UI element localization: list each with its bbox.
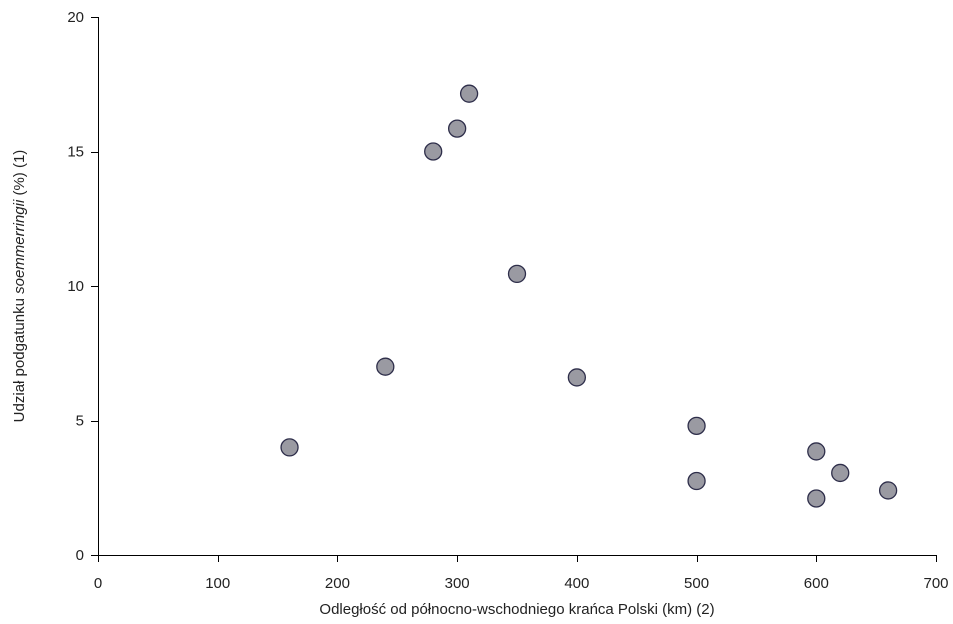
x-axis-ticks: 0 100 200 300 400 500 600 700	[94, 555, 949, 592]
x-tick-label: 300	[445, 575, 470, 592]
data-point	[424, 142, 443, 161]
y-axis-title-suffix: (%) (1)	[11, 150, 28, 200]
axes	[98, 17, 936, 556]
y-tick-label: 15	[67, 144, 84, 161]
data-point	[831, 463, 850, 483]
data-point	[687, 416, 706, 436]
data-point	[878, 481, 898, 500]
data-point	[376, 357, 395, 376]
data-point	[687, 471, 706, 491]
data-point	[807, 489, 826, 508]
y-tick-label: 10	[67, 278, 84, 295]
x-tick-label: 0	[94, 575, 102, 592]
data-point	[567, 368, 587, 387]
x-tick-label: 200	[325, 575, 350, 592]
x-tick-label: 700	[923, 575, 948, 592]
x-tick-label: 500	[684, 575, 709, 592]
data-point	[507, 264, 527, 284]
y-axis-title-species: soemmerringii	[11, 199, 28, 294]
y-tick-label: 0	[76, 547, 84, 564]
y-axis-title: Udział podgatunku soemmerringii (%) (1)	[11, 150, 28, 423]
x-tick-label: 600	[804, 575, 829, 592]
data-point	[807, 442, 826, 461]
x-tick-label: 400	[564, 575, 589, 592]
data-point	[280, 438, 299, 457]
y-tick-label: 5	[76, 413, 84, 430]
y-tick-label: 20	[67, 9, 84, 26]
x-tick-label: 100	[205, 575, 230, 592]
data-point	[459, 84, 479, 103]
data-points	[280, 84, 898, 508]
y-axis-title-prefix: Udział podgatunku	[11, 294, 28, 422]
x-axis-title: Odległość od północno-wschodniego krańca…	[319, 601, 714, 618]
y-axis-ticks: 0 5 10 15 20	[67, 9, 98, 564]
data-point	[447, 119, 467, 138]
